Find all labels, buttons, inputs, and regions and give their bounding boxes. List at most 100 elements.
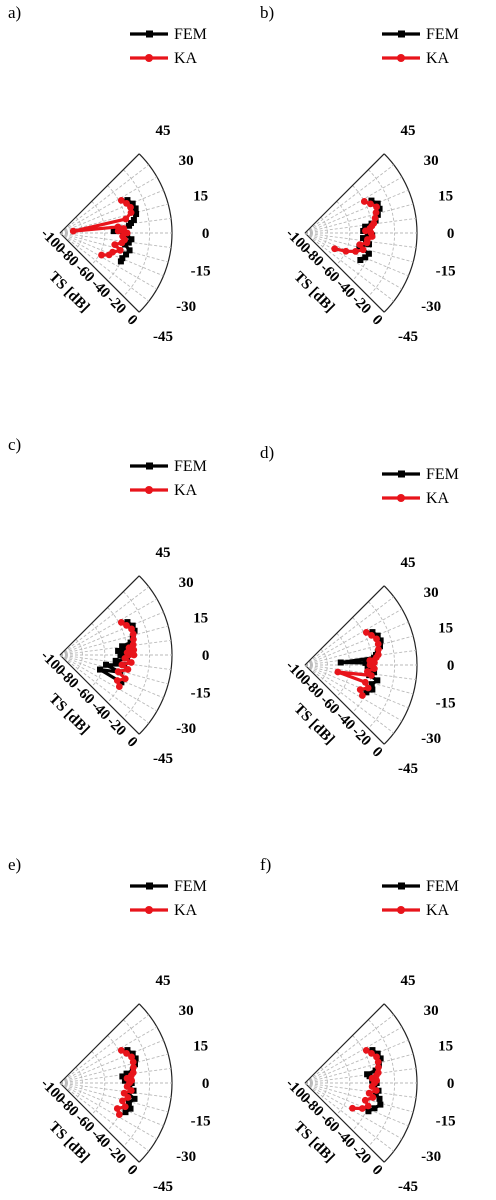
grid-spoke (304, 1082, 409, 1127)
legend-marker-fem (146, 462, 153, 470)
angle-tick-label: 15 (438, 1038, 453, 1054)
angle-tick-label: -15 (191, 264, 211, 280)
data-point-fem (96, 666, 103, 673)
data-point-ka (98, 251, 105, 259)
data-point-fem (377, 1055, 384, 1062)
data-point-ka (349, 1104, 356, 1112)
data-point-ka (352, 247, 359, 255)
data-point-ka (123, 199, 130, 207)
edge-spoke (59, 575, 140, 656)
data-point-fem (374, 677, 381, 684)
angle-tick-label: -15 (191, 1114, 211, 1130)
grid-arc (91, 623, 106, 687)
angle-tick-label: 0 (202, 648, 210, 664)
angle-tick-label: -30 (176, 721, 196, 737)
data-point-fem (368, 681, 375, 688)
grid-spoke (304, 1039, 409, 1084)
data-point-ka (368, 1049, 375, 1057)
data-point-ka (342, 247, 350, 255)
angle-tick-label: -15 (191, 686, 211, 702)
angle-tick-label: 45 (155, 545, 170, 561)
data-point-ka (114, 223, 122, 231)
data-point-ka (117, 618, 125, 626)
legend-marker-ka (397, 906, 405, 914)
angle-tick-label: 30 (424, 585, 439, 601)
data-point-ka (117, 196, 125, 204)
angle-tick-label: 30 (424, 153, 439, 169)
data-point-ka (365, 1089, 373, 1097)
grid-spoke (59, 189, 164, 234)
data-point-fem (123, 1070, 130, 1077)
data-point-ka (130, 651, 138, 659)
data-point-fem (365, 250, 372, 257)
data-point-ka (356, 686, 364, 693)
legend-label-fem: FEM (426, 26, 459, 43)
grid-spoke (304, 1082, 414, 1113)
grid-spoke (304, 621, 409, 666)
grid-spoke (59, 1026, 158, 1084)
data-point-fem (360, 235, 367, 242)
data-point-fem (372, 1091, 379, 1098)
data-point-ka (111, 241, 119, 249)
angle-tick-label: 15 (193, 1038, 208, 1054)
angle-tick-label: -45 (398, 761, 418, 777)
data-point-fem (131, 627, 138, 634)
data-point-fem (337, 659, 344, 666)
angle-tick-label: 30 (179, 153, 194, 169)
grid-spoke (59, 164, 150, 234)
data-point-fem (129, 1050, 136, 1057)
data-point-ka (130, 1063, 137, 1071)
grid-arc (91, 1051, 106, 1115)
angle-tick-label: 0 (447, 226, 455, 242)
angle-tick-label: 30 (424, 1003, 439, 1019)
angle-tick-label: 45 (155, 123, 170, 139)
legend-marker-fem (398, 470, 405, 478)
grid-spoke (304, 664, 403, 722)
grid-arc (368, 601, 396, 729)
data-point-ka (361, 1096, 369, 1104)
data-point-fem (115, 647, 122, 654)
outer-arc (138, 575, 173, 735)
data-point-ka (128, 1053, 135, 1061)
angle-tick-label: -45 (398, 329, 418, 345)
data-point-ka (114, 668, 122, 676)
data-point-fem (374, 1050, 381, 1057)
grid-spoke (304, 1026, 403, 1084)
grid-arc (123, 1019, 151, 1147)
data-point-fem (124, 1047, 131, 1054)
data-point-ka (113, 677, 121, 684)
data-point-ka (361, 678, 369, 686)
data-point-ka (364, 1102, 372, 1110)
data-point-fem (123, 251, 130, 258)
legend-marker-fem (146, 30, 153, 38)
legend-marker-ka (397, 494, 405, 502)
grid-spoke (59, 232, 150, 302)
grid-arc (123, 169, 151, 297)
data-point-fem (132, 205, 139, 212)
legend-label-fem: FEM (174, 878, 207, 895)
angle-tick-label: 45 (400, 123, 415, 139)
grid-spoke (59, 176, 158, 234)
data-point-fem (119, 643, 126, 650)
grid-spoke (304, 1082, 417, 1099)
legend-label-ka: KA (174, 482, 198, 499)
legend-marker-ka (145, 54, 153, 62)
outer-arc (138, 1003, 173, 1163)
data-point-ka (129, 1069, 137, 1077)
data-point-ka (130, 635, 137, 643)
grid-spoke (304, 635, 414, 666)
grid-spoke (304, 176, 403, 234)
grid-spoke (59, 203, 169, 234)
angle-tick-label: -15 (436, 1114, 456, 1130)
data-point-fem (118, 679, 125, 686)
grid-spoke (59, 1014, 150, 1084)
data-point-fem (127, 220, 134, 227)
data-point-fem (125, 1099, 132, 1106)
data-point-fem (371, 669, 378, 676)
data-point-fem (376, 205, 383, 212)
legend-label-ka: KA (426, 490, 450, 507)
